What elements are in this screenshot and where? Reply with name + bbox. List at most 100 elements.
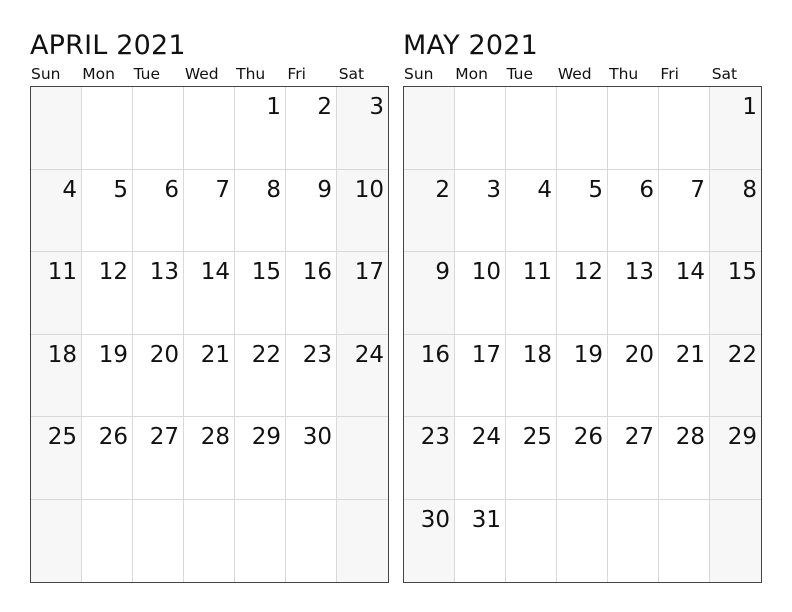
- day-cell[interactable]: 13: [608, 252, 659, 335]
- day-cell[interactable]: 3: [337, 87, 388, 170]
- day-cell[interactable]: 3: [455, 169, 506, 252]
- day-cell[interactable]: 20: [608, 334, 659, 417]
- day-number: 1: [266, 94, 281, 120]
- day-number: 15: [251, 259, 281, 285]
- day-cell[interactable]: 30: [286, 417, 337, 500]
- day-cell[interactable]: 11: [506, 252, 557, 335]
- day-cell[interactable]: 12: [82, 252, 133, 335]
- day-cell[interactable]: 20: [133, 334, 184, 417]
- day-cell[interactable]: 27: [133, 417, 184, 500]
- day-cell: [337, 499, 388, 582]
- day-number: 23: [302, 341, 332, 368]
- day-cell[interactable]: 19: [82, 334, 133, 417]
- day-cell: [31, 499, 82, 582]
- day-cell[interactable]: 5: [82, 169, 133, 252]
- day-cell[interactable]: 4: [31, 169, 82, 252]
- day-cell: [506, 499, 557, 582]
- day-cell[interactable]: 14: [184, 252, 235, 335]
- day-cell[interactable]: 29: [235, 417, 286, 500]
- day-number: 22: [251, 341, 281, 368]
- day-cell[interactable]: 2: [286, 87, 337, 170]
- day-number: 14: [675, 259, 705, 285]
- day-cell: [184, 87, 235, 170]
- day-cell[interactable]: 19: [557, 334, 608, 417]
- day-cell[interactable]: 11: [31, 252, 82, 335]
- day-cell[interactable]: 23: [286, 334, 337, 417]
- day-cell[interactable]: 4: [506, 169, 557, 252]
- day-number: 9: [435, 259, 450, 285]
- day-cell[interactable]: 18: [31, 334, 82, 417]
- weekday-label: Mon: [82, 65, 115, 83]
- day-cell: [557, 87, 608, 170]
- day-cell[interactable]: 25: [31, 417, 82, 500]
- month-title-may: MAY 2021: [403, 30, 539, 61]
- day-number: 21: [200, 341, 230, 368]
- day-cell[interactable]: 12: [557, 252, 608, 335]
- day-cell[interactable]: 6: [608, 169, 659, 252]
- day-cell[interactable]: 7: [659, 169, 710, 252]
- day-cell[interactable]: 22: [235, 334, 286, 417]
- day-cell[interactable]: 10: [455, 252, 506, 335]
- day-cell[interactable]: 26: [82, 417, 133, 500]
- day-cell[interactable]: 27: [608, 417, 659, 500]
- day-cell[interactable]: 18: [506, 334, 557, 417]
- day-cell[interactable]: 16: [286, 252, 337, 335]
- day-cell[interactable]: 9: [286, 169, 337, 252]
- day-cell[interactable]: 23: [404, 417, 455, 500]
- day-cell: [133, 499, 184, 582]
- weekday-label: Sun: [31, 65, 61, 83]
- day-cell[interactable]: 26: [557, 417, 608, 500]
- day-number: 14: [200, 259, 230, 285]
- day-cell[interactable]: 16: [404, 334, 455, 417]
- day-number: 12: [573, 259, 603, 285]
- day-cell: [404, 87, 455, 170]
- weekday-label: Fri: [287, 65, 306, 83]
- day-cell[interactable]: 28: [659, 417, 710, 500]
- day-cell[interactable]: 30: [404, 499, 455, 582]
- day-cell[interactable]: 15: [710, 252, 761, 335]
- day-cell[interactable]: 5: [557, 169, 608, 252]
- day-cell[interactable]: 8: [710, 169, 761, 252]
- day-cell[interactable]: 17: [455, 334, 506, 417]
- day-cell[interactable]: 13: [133, 252, 184, 335]
- day-number: 10: [471, 259, 501, 285]
- weekday-label: Thu: [609, 65, 639, 83]
- day-number: 20: [624, 341, 654, 368]
- day-number: 27: [149, 424, 179, 450]
- day-number: 12: [98, 259, 128, 285]
- day-number: 8: [742, 176, 757, 203]
- day-cell[interactable]: 29: [710, 417, 761, 500]
- day-cell[interactable]: 14: [659, 252, 710, 335]
- day-cell[interactable]: 10: [337, 169, 388, 252]
- day-cell[interactable]: 2: [404, 169, 455, 252]
- day-number: 18: [47, 341, 77, 368]
- day-cell[interactable]: 1: [235, 87, 286, 170]
- weekday-label: Mon: [455, 65, 488, 83]
- day-cell[interactable]: 17: [337, 252, 388, 335]
- weekday-header-april: Sun Mon Tue Wed Thu Fri Sat: [30, 62, 389, 86]
- day-cell[interactable]: 24: [455, 417, 506, 500]
- day-cell[interactable]: 15: [235, 252, 286, 335]
- day-cell[interactable]: 28: [184, 417, 235, 500]
- day-cell[interactable]: 6: [133, 169, 184, 252]
- day-number: 6: [164, 176, 179, 203]
- day-cell[interactable]: 31: [455, 499, 506, 582]
- day-cell[interactable]: 7: [184, 169, 235, 252]
- day-cell[interactable]: 21: [659, 334, 710, 417]
- weekday-label: Sat: [338, 65, 365, 83]
- day-cell[interactable]: 9: [404, 252, 455, 335]
- day-cell: [82, 499, 133, 582]
- day-number: 29: [251, 424, 281, 450]
- day-cell: [659, 87, 710, 170]
- day-cell[interactable]: 25: [506, 417, 557, 500]
- day-cell[interactable]: 24: [337, 334, 388, 417]
- day-cell[interactable]: 21: [184, 334, 235, 417]
- day-cell[interactable]: 22: [710, 334, 761, 417]
- day-number: 20: [149, 341, 179, 368]
- day-number: 5: [113, 176, 128, 203]
- day-number: 13: [624, 259, 654, 285]
- day-cell[interactable]: 8: [235, 169, 286, 252]
- weekday-header-may: Sun Mon Tue Wed Thu Fri Sat: [403, 62, 762, 86]
- day-cell[interactable]: 1: [710, 87, 761, 170]
- calendar-grid-april: 1 2 3 4 5 6 7 8 9 10 11 12 13 14 15 16 17 18 19 20 21 22 23 24 2…: [30, 86, 389, 583]
